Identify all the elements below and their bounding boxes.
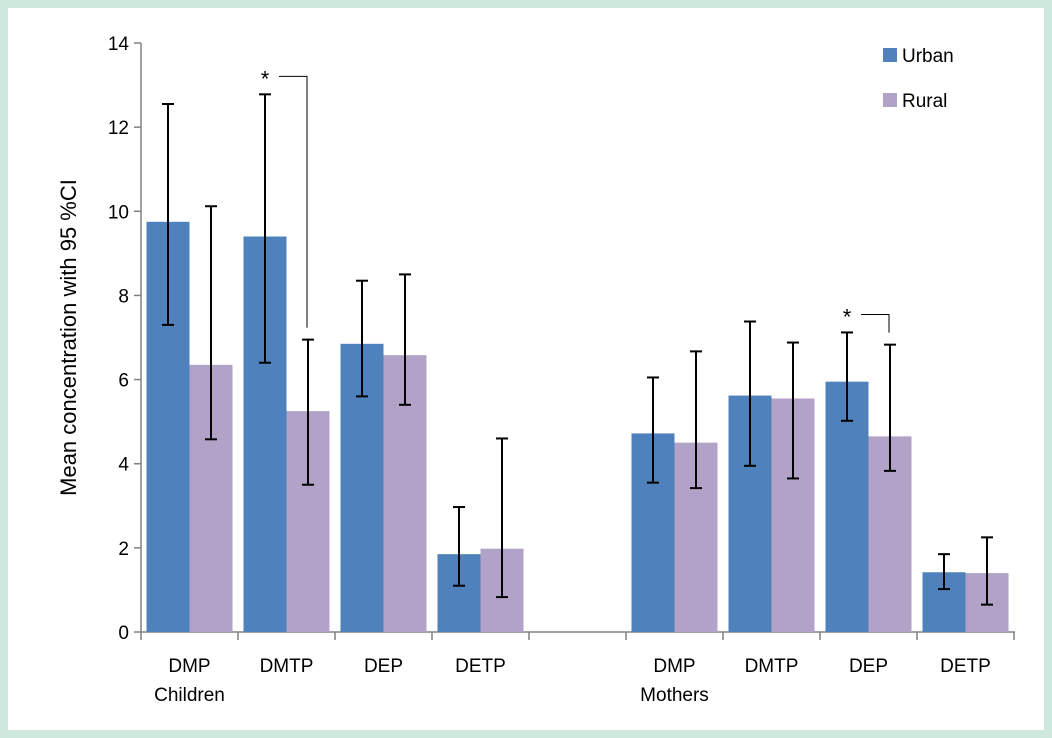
y-tick-label: 12 bbox=[108, 118, 129, 139]
legend-swatch-rural bbox=[883, 93, 897, 107]
axis-labels: DMP DMTP DEP DETP DMP DMTP DEP DETP Children Moth… bbox=[56, 179, 991, 706]
significance-bracket bbox=[279, 75, 308, 328]
significance-bracket bbox=[861, 313, 890, 333]
legend-swatch-urban bbox=[883, 48, 897, 62]
x-category-label: DMP bbox=[168, 656, 210, 677]
y-tick-label: 4 bbox=[118, 455, 129, 476]
y-tick-label: 8 bbox=[118, 286, 129, 307]
significance-star: * bbox=[261, 66, 270, 91]
y-tick-label: 0 bbox=[118, 623, 129, 644]
legend-label-rural: Rural bbox=[902, 91, 947, 112]
x-category-label: DMP bbox=[653, 656, 695, 677]
y-tick-label: 14 bbox=[108, 34, 130, 55]
x-category-label: DMTP bbox=[260, 656, 314, 677]
x-category-label: DETP bbox=[455, 656, 506, 677]
x-category-label: DEP bbox=[849, 656, 888, 677]
x-category-label: DETP bbox=[940, 656, 991, 677]
y-tick-label: 6 bbox=[118, 371, 129, 392]
y-axis-title: Mean concentration with 95 %CI bbox=[56, 179, 81, 496]
x-category-label: DMTP bbox=[745, 656, 799, 677]
y-tick-label: 2 bbox=[118, 539, 129, 560]
annotations: ** bbox=[261, 66, 890, 333]
legend: Urban Rural bbox=[883, 46, 954, 112]
group-label: Children bbox=[154, 685, 225, 706]
bar-urban bbox=[825, 381, 869, 632]
group-label: Mothers bbox=[640, 685, 709, 706]
error-bars bbox=[162, 93, 993, 606]
y-tick-label: 10 bbox=[108, 202, 129, 223]
bars bbox=[146, 221, 1009, 632]
legend-label-urban: Urban bbox=[902, 46, 954, 67]
significance-star: * bbox=[843, 304, 852, 329]
x-category-label: DEP bbox=[364, 656, 403, 677]
